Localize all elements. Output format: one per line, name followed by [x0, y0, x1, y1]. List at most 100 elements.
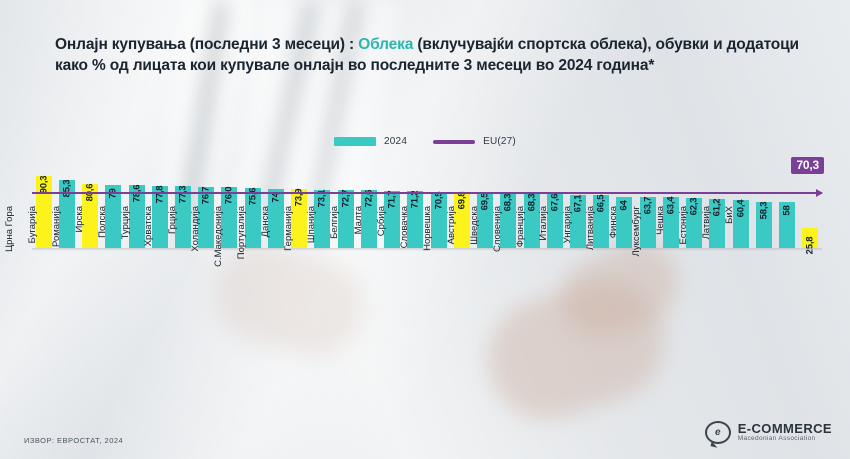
- bar-value-label: 62,3: [688, 197, 700, 216]
- bar-column: 77,8: [148, 160, 171, 248]
- x-axis-label-Унгарија: Унгарија: [561, 206, 573, 244]
- bar-Хрватска: 76,0: [221, 187, 238, 248]
- bar-column: 75,6: [241, 160, 264, 248]
- bar-column: 71,2: [404, 160, 427, 248]
- bar-column: 85,3: [55, 160, 78, 248]
- bar-column: 90,3: [32, 160, 55, 248]
- bar-value-label: 74: [270, 192, 282, 203]
- bar-column: 74: [264, 160, 287, 248]
- chart-title: Онлајн купувања (последни 3 месеци) : Об…: [55, 34, 815, 76]
- x-axis-label-Луксембург: Луксембург: [631, 206, 643, 257]
- bar-value-label: 77,3: [177, 186, 189, 204]
- bar-value-label: 69,5: [479, 192, 491, 210]
- bar-Луксембург: 61,2: [709, 198, 726, 248]
- bar-column: 68,3: [497, 160, 520, 248]
- bar-Португалија: 73,1: [314, 189, 331, 248]
- x-axis-label-Шведска: Шведска: [468, 206, 480, 245]
- bar-column: 58,3: [752, 160, 775, 248]
- bar-column: 79: [102, 160, 125, 248]
- bar-column: 68,3: [520, 160, 543, 248]
- bar-value-label: 60,4: [735, 199, 747, 218]
- bar-Словенија: 67,1: [570, 194, 586, 248]
- bar-column: 61,2: [706, 160, 729, 248]
- bar-Кипар: 85,3: [58, 179, 75, 248]
- bar-Словачка: 69,5: [477, 192, 494, 248]
- bar-Финска: 62,3: [686, 197, 703, 248]
- x-axis-label-Бугарија: Бугарија: [27, 206, 39, 244]
- bar-Литванија: 63,4: [662, 197, 679, 248]
- x-axis-label-Турција: Турција: [120, 206, 132, 240]
- bar-column: 71,7: [381, 160, 404, 248]
- x-axis-label-Словачка: Словачка: [399, 206, 411, 249]
- bar-column: 78,6: [125, 160, 148, 248]
- bar-value-label: 90,3: [38, 175, 50, 194]
- bar-value-label: 58: [781, 205, 793, 216]
- bar-БиХ: 25,8: [802, 228, 819, 255]
- bar-Романија: 78,6: [128, 185, 145, 248]
- chart-title-part2: (вклучувајќи спортска облека), обувки и …: [55, 36, 799, 74]
- bar-value-label: 85,3: [61, 179, 73, 198]
- x-axis-label-Хрватска: Хрватска: [143, 206, 155, 247]
- eu27-benchmark-line: [32, 188, 823, 197]
- bar-value-label: 61,2: [711, 198, 723, 217]
- bar-column: 66,5: [590, 160, 613, 248]
- x-axis-label-Црна Гора: Црна Гора: [4, 206, 16, 252]
- x-axis-label-Франција: Франција: [515, 206, 527, 248]
- bar-column: 60,4: [729, 160, 752, 248]
- bar-Ирска: 77,8: [151, 186, 168, 248]
- legend-bar-swatch-icon: [334, 137, 377, 146]
- bar-value-label: 63,4: [665, 197, 677, 215]
- bar-Австрија: 68,3: [523, 193, 540, 248]
- bar-Србија: 69,8: [453, 192, 470, 248]
- x-axis-label-Србија: Србија: [375, 206, 387, 237]
- x-axis-label-Норвешка: Норвешка: [422, 206, 434, 251]
- bar-Норвешка: 68,3: [500, 193, 517, 248]
- bar-column: 73,9: [288, 160, 311, 248]
- chart-plot-area: 90,3 85,3 80,6 79 78,6 77,8 77,3 76,7 76,0 75,6 74…: [32, 160, 822, 255]
- bar-column: 72,6: [357, 160, 380, 248]
- bar-column: 69,8: [450, 160, 473, 248]
- x-axis-label-Чешка: Чешка: [654, 206, 666, 235]
- x-axis-label-Романија: Романија: [50, 206, 62, 247]
- bar-value-label: 58,3: [758, 201, 770, 219]
- bar-value-label: 67,1: [572, 194, 584, 212]
- x-axis-label-Естонија: Естонија: [677, 206, 689, 245]
- legend-line-swatch-icon: [433, 139, 476, 144]
- x-axis-label-Ирска: Ирска: [73, 206, 85, 233]
- legend-item-eu27: EU(27): [433, 136, 516, 147]
- x-axis-label-Словенија: Словенија: [492, 206, 503, 252]
- bar-value-label: 69,8: [456, 192, 468, 210]
- bar-column: 64: [613, 160, 636, 248]
- bar-column: 70,5: [427, 160, 450, 248]
- bar-column: 58: [776, 160, 799, 248]
- bar-column: 76,0: [218, 160, 241, 248]
- x-label-column: Латвија: [701, 206, 799, 342]
- bar-Турција: 76,7: [198, 186, 215, 248]
- bar-value-label: 68,3: [502, 193, 514, 211]
- bar-value-label: 75,6: [247, 187, 259, 206]
- x-label-column: БиХ: [724, 206, 822, 342]
- bar-column: 25,8: [799, 160, 822, 255]
- bar-value-label: 68,3: [526, 193, 538, 211]
- bar-value-label: 66,5: [595, 194, 607, 213]
- legend-label-eu27: EU(27): [483, 136, 516, 147]
- x-axis-label-Данска: Данска: [259, 206, 271, 238]
- x-axis-label-Литванија: Литванија: [584, 206, 596, 251]
- bar-Црна Гора: 80,6: [82, 183, 99, 248]
- bar-Холандија: 74: [267, 189, 284, 248]
- x-axis-label-БиХ: БиХ: [724, 206, 736, 224]
- logo-subtitle: Macedonian Association: [737, 434, 816, 442]
- bar-Бугарија: 79: [105, 185, 122, 248]
- bar-Данска: 72,7: [337, 190, 354, 248]
- bar-value-label: 76,7: [200, 186, 212, 205]
- logo-mark-letter: e: [714, 427, 721, 438]
- bar-column: 63,7: [636, 160, 659, 248]
- x-axis-label-Полска: Полска: [97, 206, 109, 238]
- x-axis-label-Португалија: Португалија: [236, 206, 248, 260]
- source-note: ИЗВОР: ЕВРОСТАТ, 2024: [24, 436, 124, 445]
- bar-Латвија: 58: [779, 201, 796, 248]
- x-axis-label-С.Македонија: С.Македонија: [213, 206, 225, 267]
- bar-column: 77,3: [171, 160, 194, 248]
- x-axis-label-Грција: Грција: [166, 206, 178, 235]
- bar-value-label: 63,7: [642, 196, 654, 215]
